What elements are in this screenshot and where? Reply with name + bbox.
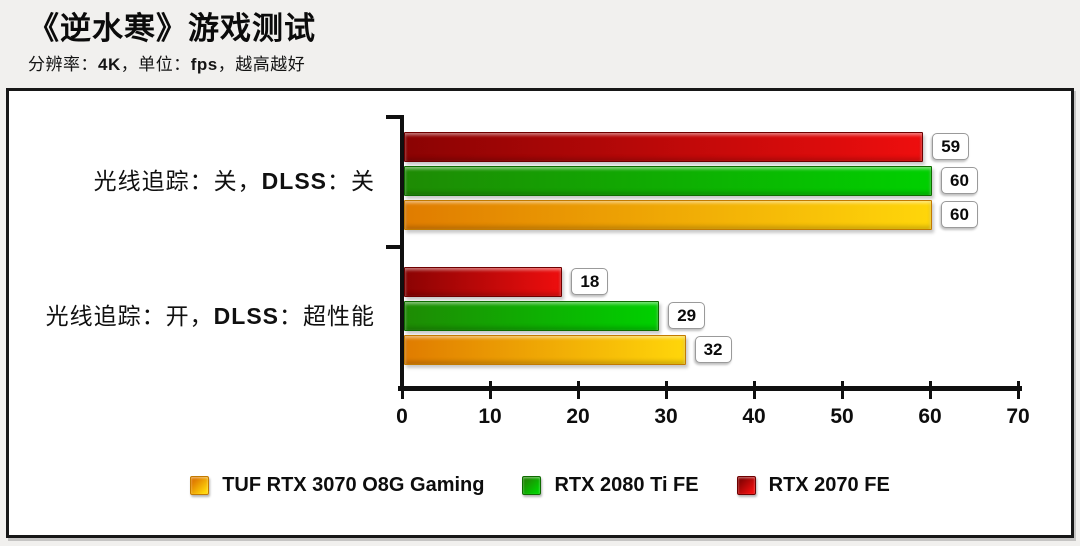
header: 《逆水寒》游戏测试 分辨率：4K，单位：fps，越高越好: [28, 10, 316, 75]
category-tick: [386, 245, 400, 249]
bar: [404, 267, 563, 297]
legend-item: RTX 2080 Ti FE: [522, 474, 699, 497]
category-label: 光线追踪：开，DLSS：超性能: [45, 303, 375, 329]
x-axis-tick: [576, 381, 580, 399]
chart-title: 《逆水寒》游戏测试: [28, 11, 316, 46]
legend-label: RTX 2080 Ti FE: [554, 474, 699, 496]
bar-value-label: 18: [571, 268, 609, 295]
legend-label: TUF RTX 3070 O8G Gaming: [222, 474, 485, 496]
x-axis-tick: [928, 381, 932, 399]
x-tick-label: 70: [1006, 405, 1030, 428]
x-tick-label: 30: [654, 405, 678, 428]
x-tick-label: 10: [478, 405, 502, 428]
legend-swatch: [190, 476, 210, 495]
category-label: 光线追踪：关，DLSS：关: [93, 168, 375, 194]
x-axis-tick: [752, 381, 756, 399]
bar-value-label: 60: [941, 167, 978, 194]
category-tick: [386, 115, 400, 119]
bar: [404, 166, 932, 196]
legend-item: RTX 2070 FE: [736, 474, 890, 497]
legend-swatch: [522, 476, 542, 495]
y-axis-line: [400, 115, 404, 391]
x-axis-line: [398, 386, 1022, 391]
x-axis-tick: [840, 381, 844, 399]
bar-value-label: 29: [668, 302, 706, 329]
bar-value-label: 60: [941, 201, 978, 228]
bar: [404, 335, 686, 365]
x-tick-label: 50: [830, 405, 854, 428]
legend-label: RTX 2070 FE: [768, 474, 890, 496]
x-tick-label: 60: [918, 405, 942, 428]
legend-swatch: [736, 476, 756, 495]
plot-area: 0 10 20 30 40 50 60 70 光线追踪：关，DLSS：关光线追踪：开，DLSS：…: [9, 91, 1071, 535]
bar: [404, 132, 924, 162]
x-axis-tick: [664, 381, 668, 399]
bar-value-label: 32: [694, 336, 732, 363]
legend: TUF RTX 3070 O8G Gaming RTX 2080 Ti FE RTX…: [9, 474, 1071, 497]
legend-item: TUF RTX 3070 O8G Gaming: [190, 474, 484, 497]
x-tick-label: 40: [742, 405, 766, 428]
x-axis-tick: [488, 381, 492, 399]
bar: [404, 301, 660, 331]
x-tick-label: 0: [396, 405, 408, 428]
x-axis-tick: [1016, 381, 1020, 399]
bar-value-label: 59: [932, 133, 970, 160]
x-axis-tick: [400, 381, 404, 399]
bar: [404, 200, 932, 230]
chart-box: 0 10 20 30 40 50 60 70 光线追踪：关，DLSS：关光线追踪：开，DLSS：…: [6, 88, 1074, 538]
chart-subtitle: 分辨率：4K，单位：fps，越高越好: [28, 55, 306, 74]
x-tick-label: 20: [566, 405, 590, 428]
